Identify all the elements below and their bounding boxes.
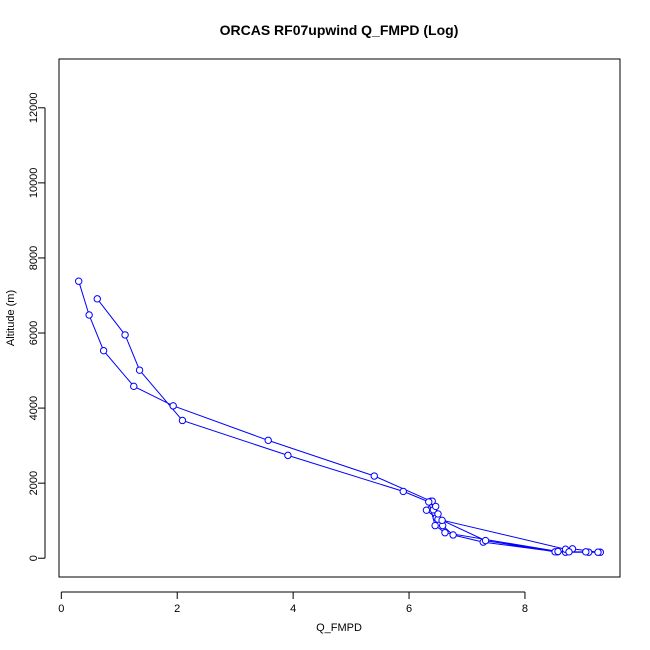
y-axis-label: Altitude (m) bbox=[5, 290, 17, 346]
x-tick-label: 6 bbox=[406, 603, 412, 615]
data-point bbox=[441, 529, 449, 537]
series-q-fmpd bbox=[75, 277, 604, 556]
data-point bbox=[370, 472, 378, 480]
data-point bbox=[449, 531, 457, 539]
y-tick-label: 8000 bbox=[28, 246, 40, 270]
data-point bbox=[582, 548, 590, 556]
data-point bbox=[121, 331, 129, 339]
data-point bbox=[432, 502, 440, 511]
data-point bbox=[99, 346, 108, 355]
y-tick-label: 10000 bbox=[28, 168, 40, 199]
data-point bbox=[85, 311, 93, 319]
data-point bbox=[264, 436, 272, 445]
x-tick-label: 0 bbox=[58, 603, 64, 615]
data-point bbox=[135, 366, 144, 374]
data-point bbox=[178, 416, 187, 425]
data-point bbox=[75, 277, 83, 285]
data-point bbox=[554, 547, 562, 556]
data-point bbox=[565, 548, 573, 556]
data-point bbox=[431, 521, 439, 530]
data-point bbox=[284, 451, 292, 460]
data-point bbox=[594, 548, 602, 556]
y-tick-label: 12000 bbox=[28, 93, 40, 124]
x-axis-label: Q_FMPD bbox=[316, 622, 362, 634]
plot-frame bbox=[58, 58, 621, 578]
data-point bbox=[169, 402, 177, 410]
data-point bbox=[93, 295, 101, 303]
data-point bbox=[130, 382, 138, 391]
y-tick-label: 6000 bbox=[28, 321, 40, 345]
chart-title: ORCAS RF07upwind Q_FMPD (Log) bbox=[220, 22, 459, 38]
data-point bbox=[434, 510, 442, 518]
data-point bbox=[422, 506, 431, 514]
x-axis: 0 2 4 6 8 bbox=[58, 591, 528, 615]
y-tick-label: 0 bbox=[28, 555, 40, 561]
x-tick-label: 2 bbox=[174, 603, 180, 615]
data-point bbox=[425, 498, 433, 506]
x-tick-label: 4 bbox=[290, 603, 296, 615]
data-point bbox=[399, 487, 407, 496]
data-point bbox=[438, 516, 446, 525]
y-axis: 0 2000 4000 6000 8000 10000 12000 bbox=[28, 93, 46, 561]
data-point bbox=[481, 536, 490, 545]
y-tick-label: 4000 bbox=[28, 396, 40, 420]
y-tick-label: 2000 bbox=[28, 471, 40, 495]
x-tick-label: 8 bbox=[522, 603, 528, 615]
